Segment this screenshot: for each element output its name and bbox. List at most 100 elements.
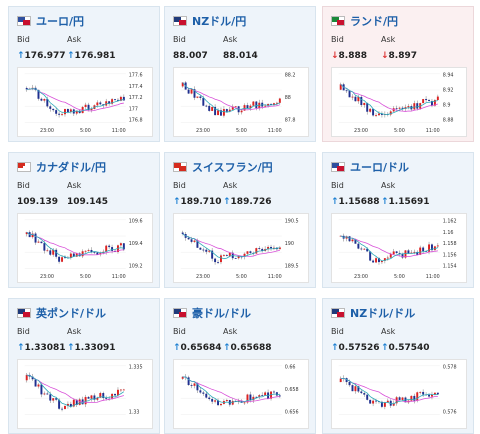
candle-body [122, 96, 125, 101]
candle-body [81, 251, 84, 257]
candle-body [225, 400, 228, 402]
candle-body [375, 400, 378, 402]
ask-value-text: 88.014 [223, 51, 258, 61]
candle-body [401, 253, 404, 258]
price-chart[interactable]: 177.6 177.4 177.2 177 176.8 23:00 5:00 11:00 [17, 67, 153, 137]
candle-body [119, 243, 122, 246]
card-title[interactable]: ユーロ/ドル [331, 159, 409, 175]
price-chart[interactable]: 88.2 88 87.8 23:00 5:00 11:00 [173, 67, 309, 137]
pair-name[interactable]: ランド/円 [350, 15, 399, 28]
candle-body [37, 241, 40, 243]
pair-name[interactable]: 豪ドル/ドル [192, 307, 252, 320]
card-title[interactable]: スイスフラン/円 [173, 159, 273, 175]
candle-body [61, 408, 64, 410]
candle-body [363, 248, 366, 250]
pair-name[interactable]: カナダドル/円 [36, 161, 107, 174]
y-tick-label: 1.162 [443, 219, 457, 225]
price-chart[interactable]: 1.335 1.33 [17, 359, 153, 429]
x-tick-label: 23:00 [354, 128, 368, 134]
ma-short-line [340, 235, 439, 262]
y-tick-label: 177 [129, 106, 138, 112]
ask-value: ↑1.15691 [381, 197, 430, 207]
candle-body [75, 110, 78, 114]
price-chart[interactable]: 109.6 109.4 109.2 23:00 5:00 11:00 [17, 213, 153, 283]
arrow-up-icon: ↑ [223, 343, 231, 353]
candle-body [214, 400, 217, 402]
candle-body [211, 106, 214, 111]
price-chart[interactable]: 0.578 0.576 [331, 359, 467, 429]
ma-long-line [340, 235, 438, 258]
ask-label: Ask [223, 181, 238, 190]
candle-body [430, 244, 433, 251]
card-title[interactable]: 豪ドル/ドル [173, 305, 251, 321]
candle-body [111, 247, 114, 251]
pair-name[interactable]: NZドル/円 [192, 15, 247, 28]
candle-body [225, 255, 228, 256]
candle-body [357, 386, 360, 392]
ask-label: Ask [67, 181, 82, 190]
price-chart[interactable]: 1.162 1.16 1.158 1.156 1.154 23:00 5:00 11:00 [331, 213, 467, 283]
pair-name[interactable]: ユーロ/ドル [350, 161, 410, 174]
candle-body [270, 246, 272, 249]
rate-card[interactable]: 英ポンド/ドル Bid Ask ↑1.33081 ↑1.33091 1.335 1.33 [8, 298, 160, 434]
rate-card[interactable]: NZドル/ドル Bid Ask ↑0.57526 ↑0.57540 0.578 0.576 [322, 298, 474, 434]
price-chart[interactable]: 190.5 190 189.5 23:00 5:00 11:00 [173, 213, 309, 283]
ask-value-text: 0.65688 [230, 343, 272, 353]
card-title[interactable]: 英ポンド/ドル [17, 305, 106, 321]
candle-body [202, 392, 205, 394]
pair-name[interactable]: 英ポンド/ドル [36, 307, 107, 320]
arrow-up-icon: ↑ [223, 197, 231, 207]
candle-body [58, 399, 61, 409]
bid-value-text: 8.888 [338, 51, 368, 61]
candle-body [237, 400, 240, 402]
candle-body [392, 403, 395, 406]
candle-body [40, 98, 43, 101]
rate-card[interactable]: ユーロ/ドル Bid Ask ↑1.15688 ↑1.15691 1.162 1.16 1.1… [322, 152, 474, 288]
candle-body [49, 250, 52, 255]
chart-svg: 0.578 0.576 [338, 365, 457, 415]
candle-body [389, 111, 392, 115]
chart-svg: 190.5 190 189.5 23:00 5:00 11:00 [180, 219, 299, 280]
rate-card[interactable]: ランド/円 Bid Ask ↓8.888 ↓8.897 8.94 8.92 8.9 8.88 23… [322, 6, 474, 142]
x-tick-label: 5:00 [394, 274, 405, 280]
candle-body [249, 105, 252, 109]
candle-body [37, 89, 40, 99]
candle-body [90, 249, 93, 253]
card-title[interactable]: NZドル/円 [173, 13, 246, 29]
pair-name[interactable]: ユーロ/円 [36, 15, 85, 28]
candle-body [193, 89, 196, 98]
candle-body [386, 400, 389, 403]
candle-body [267, 103, 270, 106]
flag-icon [331, 16, 345, 26]
rate-card[interactable]: ユーロ/円 Bid Ask ↑176.977 ↑176.981 177.6 177.4 177… [8, 6, 160, 142]
price-chart[interactable]: 8.94 8.92 8.9 8.88 23:00 5:00 11:00 [331, 67, 467, 137]
candle-body [196, 240, 199, 248]
candle-body [383, 402, 386, 407]
price-chart[interactable]: 0.66 0.658 0.656 [173, 359, 309, 429]
candle-body [433, 246, 436, 251]
rate-card[interactable]: NZドル/円 Bid Ask 88.007 88.014 88.2 88 87.8 23:00 5… [164, 6, 316, 142]
flag-icon [331, 162, 345, 172]
x-tick-label: 11:00 [426, 128, 440, 134]
ask-value: 88.014 [223, 51, 258, 61]
card-title[interactable]: カナダドル/円 [17, 159, 106, 175]
ma-short-line [340, 377, 438, 405]
card-title[interactable]: ユーロ/円 [17, 13, 84, 29]
pair-name[interactable]: スイスフラン/円 [192, 161, 273, 174]
candle-body [96, 252, 99, 255]
candle-body [208, 105, 211, 111]
rate-card[interactable]: 豪ドル/ドル Bid Ask ↑0.65684 ↑0.65688 0.66 0.658 0.6… [164, 298, 316, 434]
candle-body [52, 249, 55, 255]
rate-card[interactable]: カナダドル/円 Bid Ask 109.139 109.145 109.6 109.4 109… [8, 152, 160, 288]
card-title[interactable]: ランド/円 [331, 13, 398, 29]
candle-body [181, 376, 184, 379]
candle-body [272, 391, 275, 393]
candle-body [25, 87, 28, 90]
bid-label: Bid [173, 181, 186, 190]
candle-body [61, 257, 64, 262]
pair-name[interactable]: NZドル/ドル [350, 307, 416, 320]
candle-body [363, 393, 366, 395]
card-title[interactable]: NZドル/ドル [331, 305, 415, 321]
bid-value-text: 1.33081 [24, 343, 66, 353]
rate-card[interactable]: スイスフラン/円 Bid Ask ↑189.710 ↑189.726 190.5 190 18… [164, 152, 316, 288]
